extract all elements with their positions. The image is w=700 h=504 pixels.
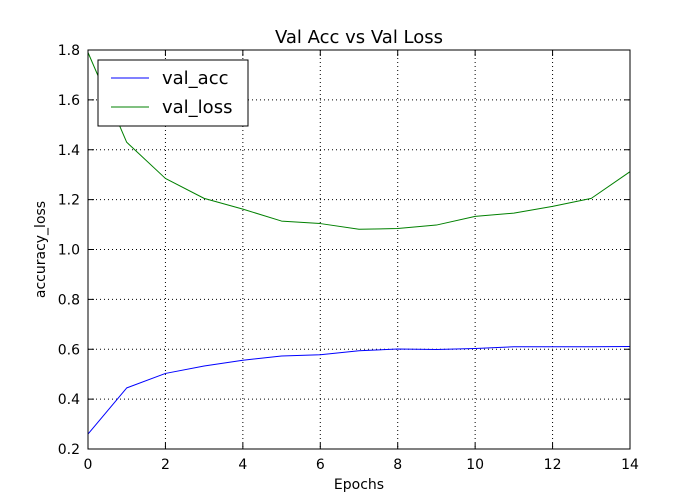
y-tick-label: 0.6 [58,342,80,358]
y-tick-label: 1.4 [58,143,80,159]
chart-title: Val Acc vs Val Loss [275,27,443,48]
legend-label-val-acc: val_acc [162,68,229,89]
legend-label-val-loss: val_loss [162,97,232,118]
series-line-val-loss [87,52,631,230]
y-tick-label: 0.8 [58,292,80,308]
y-tick-label: 1.0 [58,243,80,259]
x-tick-label: 10 [466,457,484,473]
legend: val_acc val_loss [97,59,249,127]
legend-box [97,59,249,127]
x-tick-label: 8 [393,457,402,473]
y-tick-label: 1.2 [58,193,80,209]
series-line-val-acc [87,346,631,435]
x-tick-label: 12 [544,457,562,473]
x-tick-label: 0 [84,457,93,473]
x-tick-label: 2 [161,457,170,473]
ticks: 0 2 4 6 8 10 12 14 0.2 0.4 0.6 0.8 1.0 1.2 1.4 1.6 1.8 [58,43,639,473]
y-axis-label: accuracy_loss [33,201,49,298]
x-tick-label: 6 [316,457,325,473]
y-tick-label: 0.2 [58,442,80,458]
y-tick-label: 1.6 [58,93,80,109]
y-tick-label: 0.4 [58,392,80,408]
y-tick-label: 1.8 [58,43,80,59]
x-tick-label: 4 [238,457,247,473]
x-axis-label: Epochs [334,477,384,493]
plot-lines [87,52,631,435]
x-tick-label: 14 [621,457,639,473]
